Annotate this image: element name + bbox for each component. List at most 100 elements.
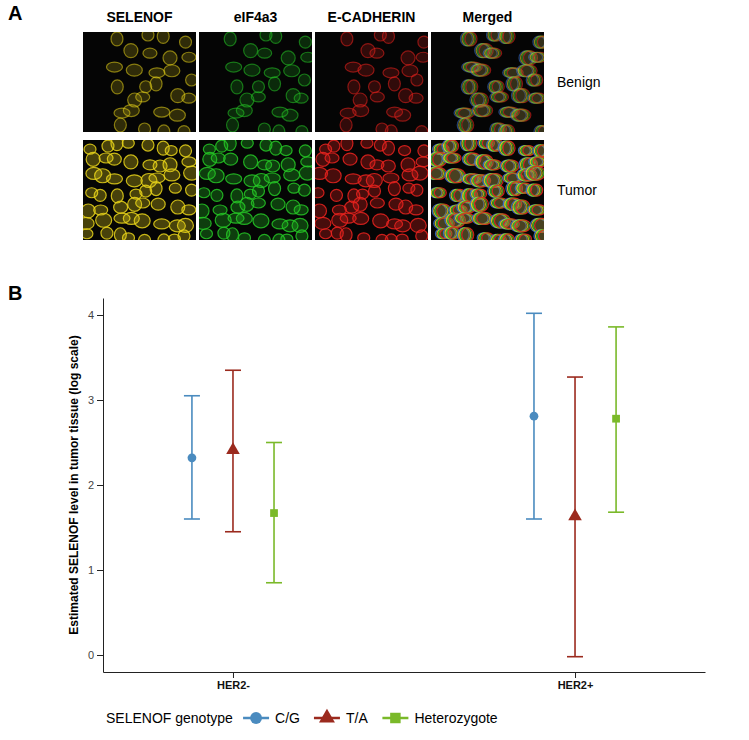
- cell-texture: [280, 146, 292, 156]
- cell-texture: [341, 32, 353, 46]
- tick: HER2+: [558, 672, 594, 691]
- tick-mark: [575, 672, 576, 678]
- cell-texture: [416, 230, 428, 240]
- cell-texture: [178, 230, 190, 240]
- panel-letter: B: [8, 282, 22, 304]
- error-cap: [526, 312, 542, 314]
- micrograph: [199, 32, 312, 132]
- error-cap: [266, 582, 282, 584]
- cell-texture: [395, 109, 411, 121]
- point: [530, 412, 539, 421]
- cell-texture: [83, 217, 94, 229]
- micrograph: [315, 140, 428, 240]
- micrograph: [83, 140, 196, 240]
- cell-texture: [154, 219, 170, 229]
- cell-texture: [226, 174, 242, 184]
- cell-texture: [299, 36, 311, 48]
- cell-texture: [244, 155, 258, 169]
- cell-texture: [296, 230, 308, 240]
- row-label: Tumor: [557, 182, 597, 198]
- cell-texture: [515, 220, 531, 232]
- image-background: [315, 32, 428, 132]
- cell-texture: [475, 64, 491, 76]
- cell-texture: [382, 141, 394, 155]
- point: [188, 453, 197, 462]
- cell-texture: [86, 152, 100, 166]
- error-cap: [184, 518, 200, 520]
- cell-texture: [503, 141, 515, 155]
- cell-texture: [382, 32, 394, 43]
- tick-mark: [97, 570, 103, 571]
- cell-texture: [418, 36, 428, 48]
- cell-texture: [381, 160, 395, 172]
- cell-texture: [186, 184, 196, 196]
- cell-texture: [251, 92, 265, 102]
- cell-texture: [434, 188, 446, 198]
- cell-texture: [431, 167, 447, 179]
- panel-a: ASELENOFBenignTumoreIF4a3E-CADHERINMerge…: [8, 2, 601, 248]
- cell-texture: [343, 153, 357, 165]
- cell-texture: [325, 153, 339, 163]
- cell-texture: [136, 92, 150, 102]
- cell-texture: [340, 228, 352, 240]
- cell-texture: [236, 105, 252, 117]
- cell-texture: [180, 36, 192, 48]
- cell-texture: [236, 212, 252, 224]
- cell-texture: [315, 217, 331, 229]
- axis-title: Estimated SELENOF level in tumor tissue …: [67, 335, 81, 634]
- cell-texture: [494, 92, 508, 102]
- cell-texture: [298, 74, 310, 86]
- tick-label: 2: [88, 479, 94, 491]
- cell-texture: [515, 109, 531, 121]
- cell-texture: [186, 74, 196, 86]
- tick-label: HER2-: [217, 679, 250, 691]
- cell-texture: [231, 80, 243, 94]
- image-background: [83, 140, 196, 240]
- cell-texture: [532, 205, 544, 215]
- legend-swatch: [250, 712, 262, 724]
- cell-texture: [348, 80, 360, 94]
- legend-swatch: [390, 713, 400, 723]
- cell-texture: [269, 77, 281, 91]
- cell-texture: [533, 157, 544, 167]
- image-background: [315, 140, 428, 240]
- cell-texture: [150, 77, 162, 91]
- cell-texture: [143, 48, 157, 58]
- axis-line: [103, 299, 104, 673]
- tick: 1: [88, 564, 103, 576]
- cell-texture: [315, 188, 324, 198]
- cell-texture: [532, 93, 544, 103]
- error-cap: [567, 376, 583, 378]
- series: [225, 370, 583, 656]
- cell-texture: [340, 118, 352, 132]
- cell-texture: [358, 64, 374, 76]
- cell-texture: [114, 118, 126, 132]
- cell-texture: [373, 214, 389, 228]
- series: [184, 313, 542, 519]
- cell-texture: [399, 146, 411, 156]
- cell-texture: [266, 160, 280, 172]
- cell-texture: [320, 229, 332, 239]
- cell-texture: [238, 233, 250, 240]
- cell-texture: [258, 234, 270, 240]
- cell-texture: [370, 48, 384, 58]
- cell-texture: [227, 118, 239, 132]
- cell-texture: [409, 93, 423, 103]
- cell-texture: [142, 32, 154, 41]
- cell-texture: [200, 229, 212, 239]
- point: [568, 509, 582, 521]
- image-background: [431, 32, 544, 132]
- cell-texture: [182, 157, 196, 167]
- cell-texture: [269, 182, 281, 196]
- cell-texture: [258, 123, 270, 132]
- cell-texture: [503, 125, 515, 132]
- image-background: [199, 140, 312, 240]
- cell-texture: [107, 153, 121, 165]
- tick: 4: [88, 309, 103, 321]
- cell-texture: [111, 80, 123, 94]
- tick-label: 3: [88, 394, 94, 406]
- cell-texture: [251, 198, 265, 208]
- cell-texture: [383, 68, 399, 78]
- cell-texture: [447, 153, 461, 163]
- cell-texture: [252, 81, 264, 93]
